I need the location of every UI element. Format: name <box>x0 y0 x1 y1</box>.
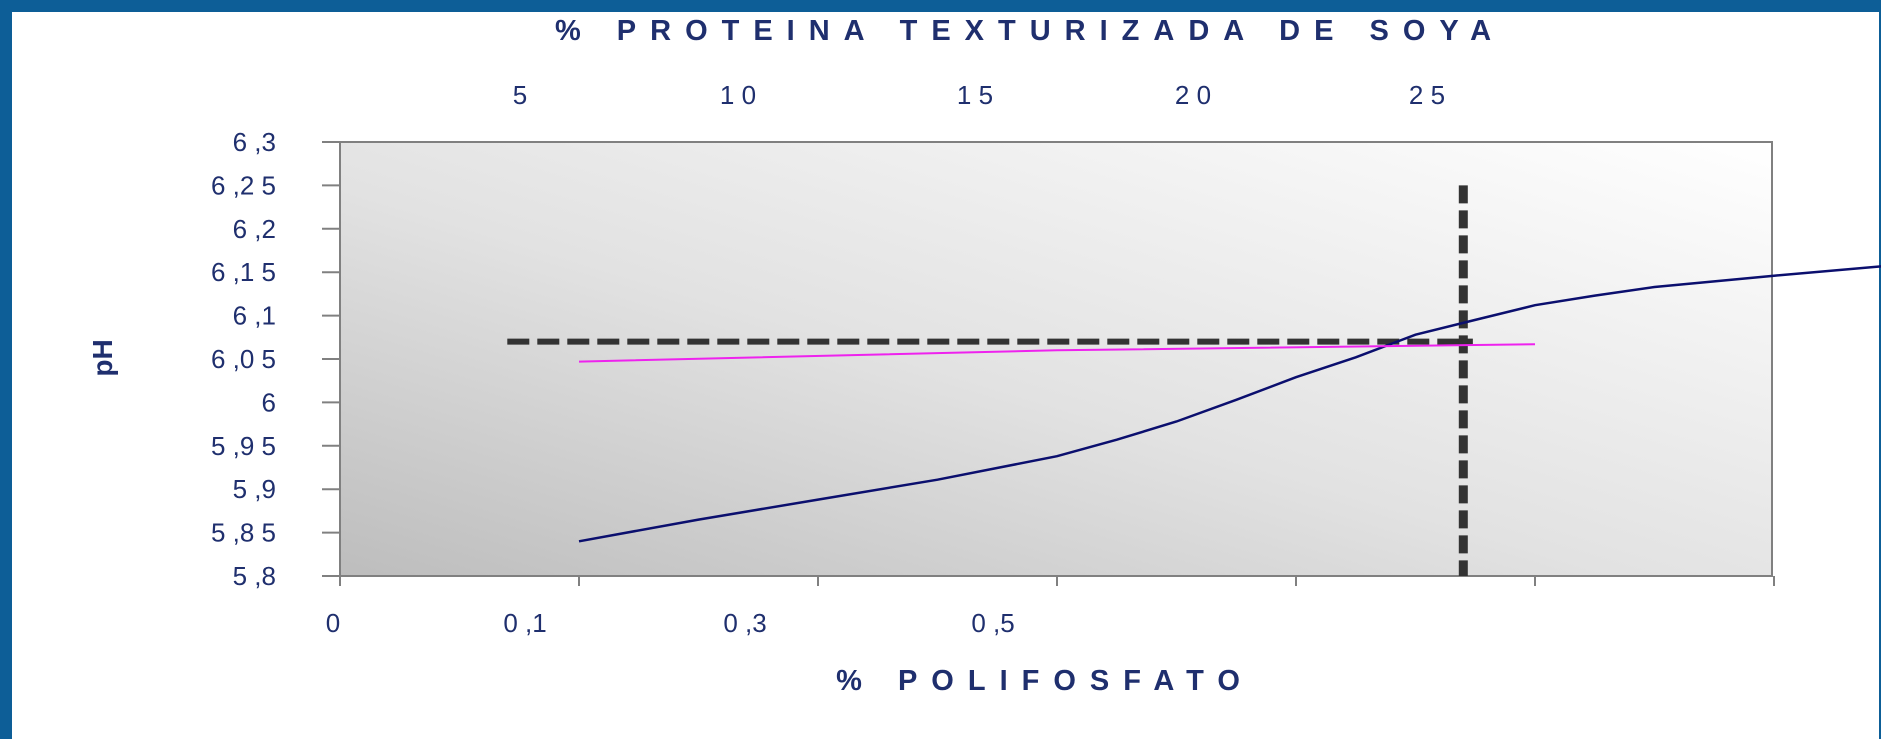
y-axis-label: pH <box>87 339 118 376</box>
y-ticks: 6 ,3 6 ,2 5 6 ,2 6 ,1 5 6 ,1 6 ,0 5 6 5 ,9 5 5 ,… <box>211 127 340 591</box>
x-tick-label: 0 <box>326 608 340 638</box>
x-top-tick-label: 1 5 <box>957 80 993 110</box>
x-tick-label: 0 ,5 <box>971 608 1014 638</box>
y-tick-label: 6 ,3 <box>233 127 276 157</box>
y-tick-label: 6 ,0 5 <box>211 344 276 374</box>
x-ticks-top: 5 1 0 1 5 2 0 2 5 <box>513 80 1445 110</box>
chart-title: % PROTEINA TEXTURIZADA DE SOYA <box>555 15 1505 47</box>
y-tick-label: 5 ,8 <box>233 561 276 591</box>
y-tick-label: 6 <box>262 387 276 417</box>
series-line-2 <box>578 343 1536 363</box>
plot-area <box>339 141 1773 577</box>
series-line-1 <box>578 265 1881 543</box>
annotations <box>507 185 1473 576</box>
x-tick-label: 0 ,3 <box>723 608 766 638</box>
x-top-tick-label: 2 5 <box>1409 80 1445 110</box>
x-tick-label: 0 ,1 <box>503 608 546 638</box>
x-axis-label: % POLIFOSFATO <box>836 665 1254 697</box>
y-tick-label: 6 ,2 5 <box>211 170 276 200</box>
y-tick-label: 5 ,8 5 <box>211 518 276 548</box>
y-tick-label: 6 ,1 <box>233 301 276 331</box>
x-ticks-bottom: 0 0 ,1 0 ,3 0 ,5 <box>326 576 1775 638</box>
x-top-tick-label: 1 0 <box>720 80 756 110</box>
y-tick-label: 5 ,9 5 <box>211 431 276 461</box>
y-tick-label: 5 ,9 <box>233 474 276 504</box>
x-top-tick-label: 2 0 <box>1175 80 1211 110</box>
y-tick-label: 6 ,2 <box>233 214 276 244</box>
x-top-tick-label: 5 <box>513 80 527 110</box>
y-tick-label: 6 ,1 5 <box>211 257 276 287</box>
series-layer <box>578 265 1881 543</box>
